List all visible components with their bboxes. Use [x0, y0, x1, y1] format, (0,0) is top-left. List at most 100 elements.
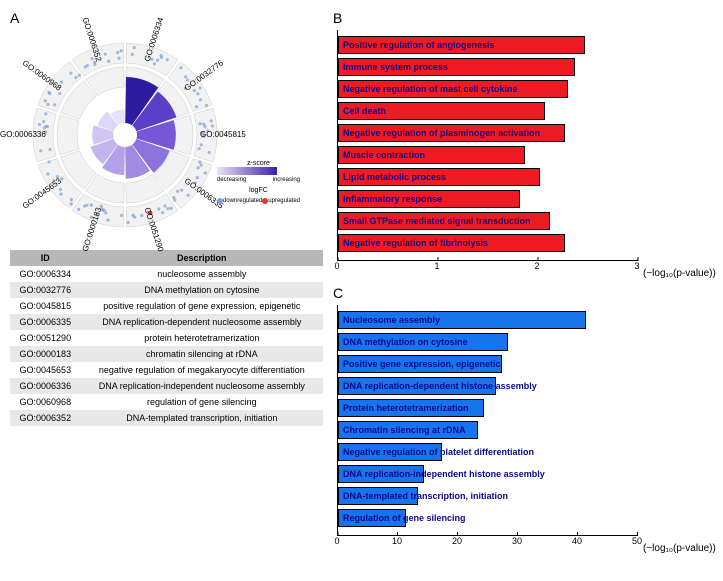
- table-header-id: ID: [10, 250, 81, 266]
- bar-label: Lipid metabolic process: [343, 172, 446, 182]
- table-cell: positive regulation of gene expression, …: [81, 298, 323, 314]
- table-row: GO:0006335DNA replication-dependent nucl…: [10, 314, 323, 330]
- bar: Negative regulation of platelet differen…: [338, 443, 442, 461]
- table-row: GO:0006334nucleosome assembly: [10, 266, 323, 282]
- bar-row: Lipid metabolic process: [338, 168, 540, 186]
- bar-row: Positive regulation of angiogenesis: [338, 36, 585, 54]
- go-table: ID Description GO:0006334nucleosome asse…: [10, 250, 323, 426]
- table-cell: regulation of gene silencing: [81, 394, 323, 410]
- table-cell: GO:0032776: [10, 282, 81, 298]
- bar-label: Positive regulation of angiogenesis: [343, 40, 495, 50]
- chart-c-xlabel: (−log₁₀(p-value)): [643, 543, 716, 554]
- bar-label: Nucleosome assembly: [343, 315, 440, 325]
- panel-c-label: C: [333, 285, 713, 301]
- bar-label: DNA methylation on cytosine: [343, 337, 468, 347]
- bar-label: Cell death: [343, 106, 386, 116]
- go-id-label: GO:0045815: [200, 130, 246, 139]
- table-cell: nucleosome assembly: [81, 266, 323, 282]
- table-cell: GO:0045653: [10, 362, 81, 378]
- table-row: GO:0000183chromatin silencing at rDNA: [10, 346, 323, 362]
- panel-a: A GO:0006334GO:0032776GO:0045815GO:00063…: [10, 10, 323, 552]
- bar-row: DNA-templated transcription, initiation: [338, 487, 418, 505]
- axis-tick: 40: [572, 536, 582, 546]
- axis-tick: 30: [512, 536, 522, 546]
- bar: Negative regulation of fibrinolysis: [338, 234, 565, 252]
- table-cell: GO:0006335: [10, 314, 81, 330]
- bar: Positive regulation of angiogenesis: [338, 36, 585, 54]
- bar: DNA replication-independent histone asse…: [338, 465, 424, 483]
- bar-label: Inflammatory response: [343, 194, 442, 204]
- go-id-label: GO:0006336: [0, 130, 46, 139]
- figure-container: A GO:0006334GO:0032776GO:0045815GO:00063…: [10, 10, 713, 552]
- bar-label: Negative regulation of platelet differen…: [343, 447, 534, 457]
- bar: DNA replication-dependent histone assemb…: [338, 377, 496, 395]
- table-cell: GO:0051290: [10, 330, 81, 346]
- panel-c: C Nucleosome assembly DNA methylation on …: [333, 285, 713, 552]
- bar: Positive gene expression, epigenetic: [338, 355, 502, 373]
- bar-row: Small GTPase mediated signal transductio…: [338, 212, 550, 230]
- axis-tick: 3: [634, 261, 639, 271]
- down-label: downregulated: [223, 198, 262, 204]
- bar: Negative regulation of mast cell cytokin…: [338, 80, 568, 98]
- bar: Protein heterotetramerization: [338, 399, 484, 417]
- table-row: GO:0045653negative regulation of megakar…: [10, 362, 323, 378]
- bar: Small GTPase mediated signal transductio…: [338, 212, 550, 230]
- bar-row: Negative regulation of plasminogen activ…: [338, 124, 565, 142]
- bar-label: Regulation of gene silencing: [343, 513, 466, 523]
- chart-b: Positive regulation of angiogenesis Immun…: [333, 30, 713, 277]
- axis-tick: 2: [534, 261, 539, 271]
- axis-tick: 20: [452, 536, 462, 546]
- table-cell: chromatin silencing at rDNA: [81, 346, 323, 362]
- bar-row: Immune system process: [338, 58, 575, 76]
- bar-row: Positive gene expression, epigenetic: [338, 355, 502, 373]
- bar-label: DNA-templated transcription, initiation: [343, 491, 508, 501]
- bar-label: Negative regulation of plasminogen activ…: [343, 128, 540, 138]
- table-cell: GO:0006334: [10, 266, 81, 282]
- bar-row: Negative regulation of fibrinolysis: [338, 234, 565, 252]
- zscore-title: z-score: [217, 160, 300, 167]
- axis-tick: 10: [392, 536, 402, 546]
- panel-a-label: A: [10, 10, 323, 26]
- bar: Immune system process: [338, 58, 575, 76]
- bar-row: Negative regulation of mast cell cytokin…: [338, 80, 568, 98]
- bar-row: Inflammatory response: [338, 190, 520, 208]
- panel-b: B Positive regulation of angiogenesis Imm…: [333, 10, 713, 277]
- table-cell: negative regulation of megakaryocyte dif…: [81, 362, 323, 378]
- table-cell: GO:0006336: [10, 378, 81, 394]
- table-cell: GO:0060968: [10, 394, 81, 410]
- table-row: GO:0006336DNA replication-independent nu…: [10, 378, 323, 394]
- bar-label: Chromatin silencing at rDNA: [343, 425, 466, 435]
- bar-row: Nucleosome assembly: [338, 311, 586, 329]
- bar: Muscle contraction: [338, 146, 525, 164]
- zscore-gradient: [217, 167, 277, 175]
- table-row: GO:0045815positive regulation of gene ex…: [10, 298, 323, 314]
- bar-label: DNA replication-independent histone asse…: [343, 469, 545, 479]
- zscore-left: decreasing: [217, 177, 246, 183]
- bar: Cell death: [338, 102, 545, 120]
- table-cell: protein heterotetramerization: [81, 330, 323, 346]
- bar-row: Cell death: [338, 102, 545, 120]
- table-row: GO:0051290protein heterotetramerization: [10, 330, 323, 346]
- bar-label: Small GTPase mediated signal transductio…: [343, 216, 531, 226]
- bar-label: Positive gene expression, epigenetic: [343, 359, 501, 369]
- panel-b-label: B: [333, 10, 713, 26]
- bar-label: Negative regulation of mast cell cytokin…: [343, 84, 518, 94]
- table-header-desc: Description: [81, 250, 323, 266]
- bar-row: Regulation of gene silencing: [338, 509, 406, 527]
- table-cell: DNA-templated transcription, initiation: [81, 410, 323, 426]
- axis-tick: 50: [632, 536, 642, 546]
- bar: Negative regulation of plasminogen activ…: [338, 124, 565, 142]
- bar-row: Negative regulation of platelet differen…: [338, 443, 442, 461]
- axis-tick: 0: [334, 536, 339, 546]
- table-row: GO:0060968regulation of gene silencing: [10, 394, 323, 410]
- circular-legend: z-score decreasing increasing logFC down…: [217, 160, 300, 204]
- bar: Inflammatory response: [338, 190, 520, 208]
- bar: DNA methylation on cytosine: [338, 333, 508, 351]
- logfc-title: logFC: [217, 187, 300, 194]
- bar: DNA-templated transcription, initiation: [338, 487, 418, 505]
- table-cell: DNA replication-dependent nucleosome ass…: [81, 314, 323, 330]
- table-cell: GO:0045815: [10, 298, 81, 314]
- right-column: B Positive regulation of angiogenesis Imm…: [333, 10, 713, 552]
- axis-tick: 1: [434, 261, 439, 271]
- bar-row: DNA replication-independent histone asse…: [338, 465, 424, 483]
